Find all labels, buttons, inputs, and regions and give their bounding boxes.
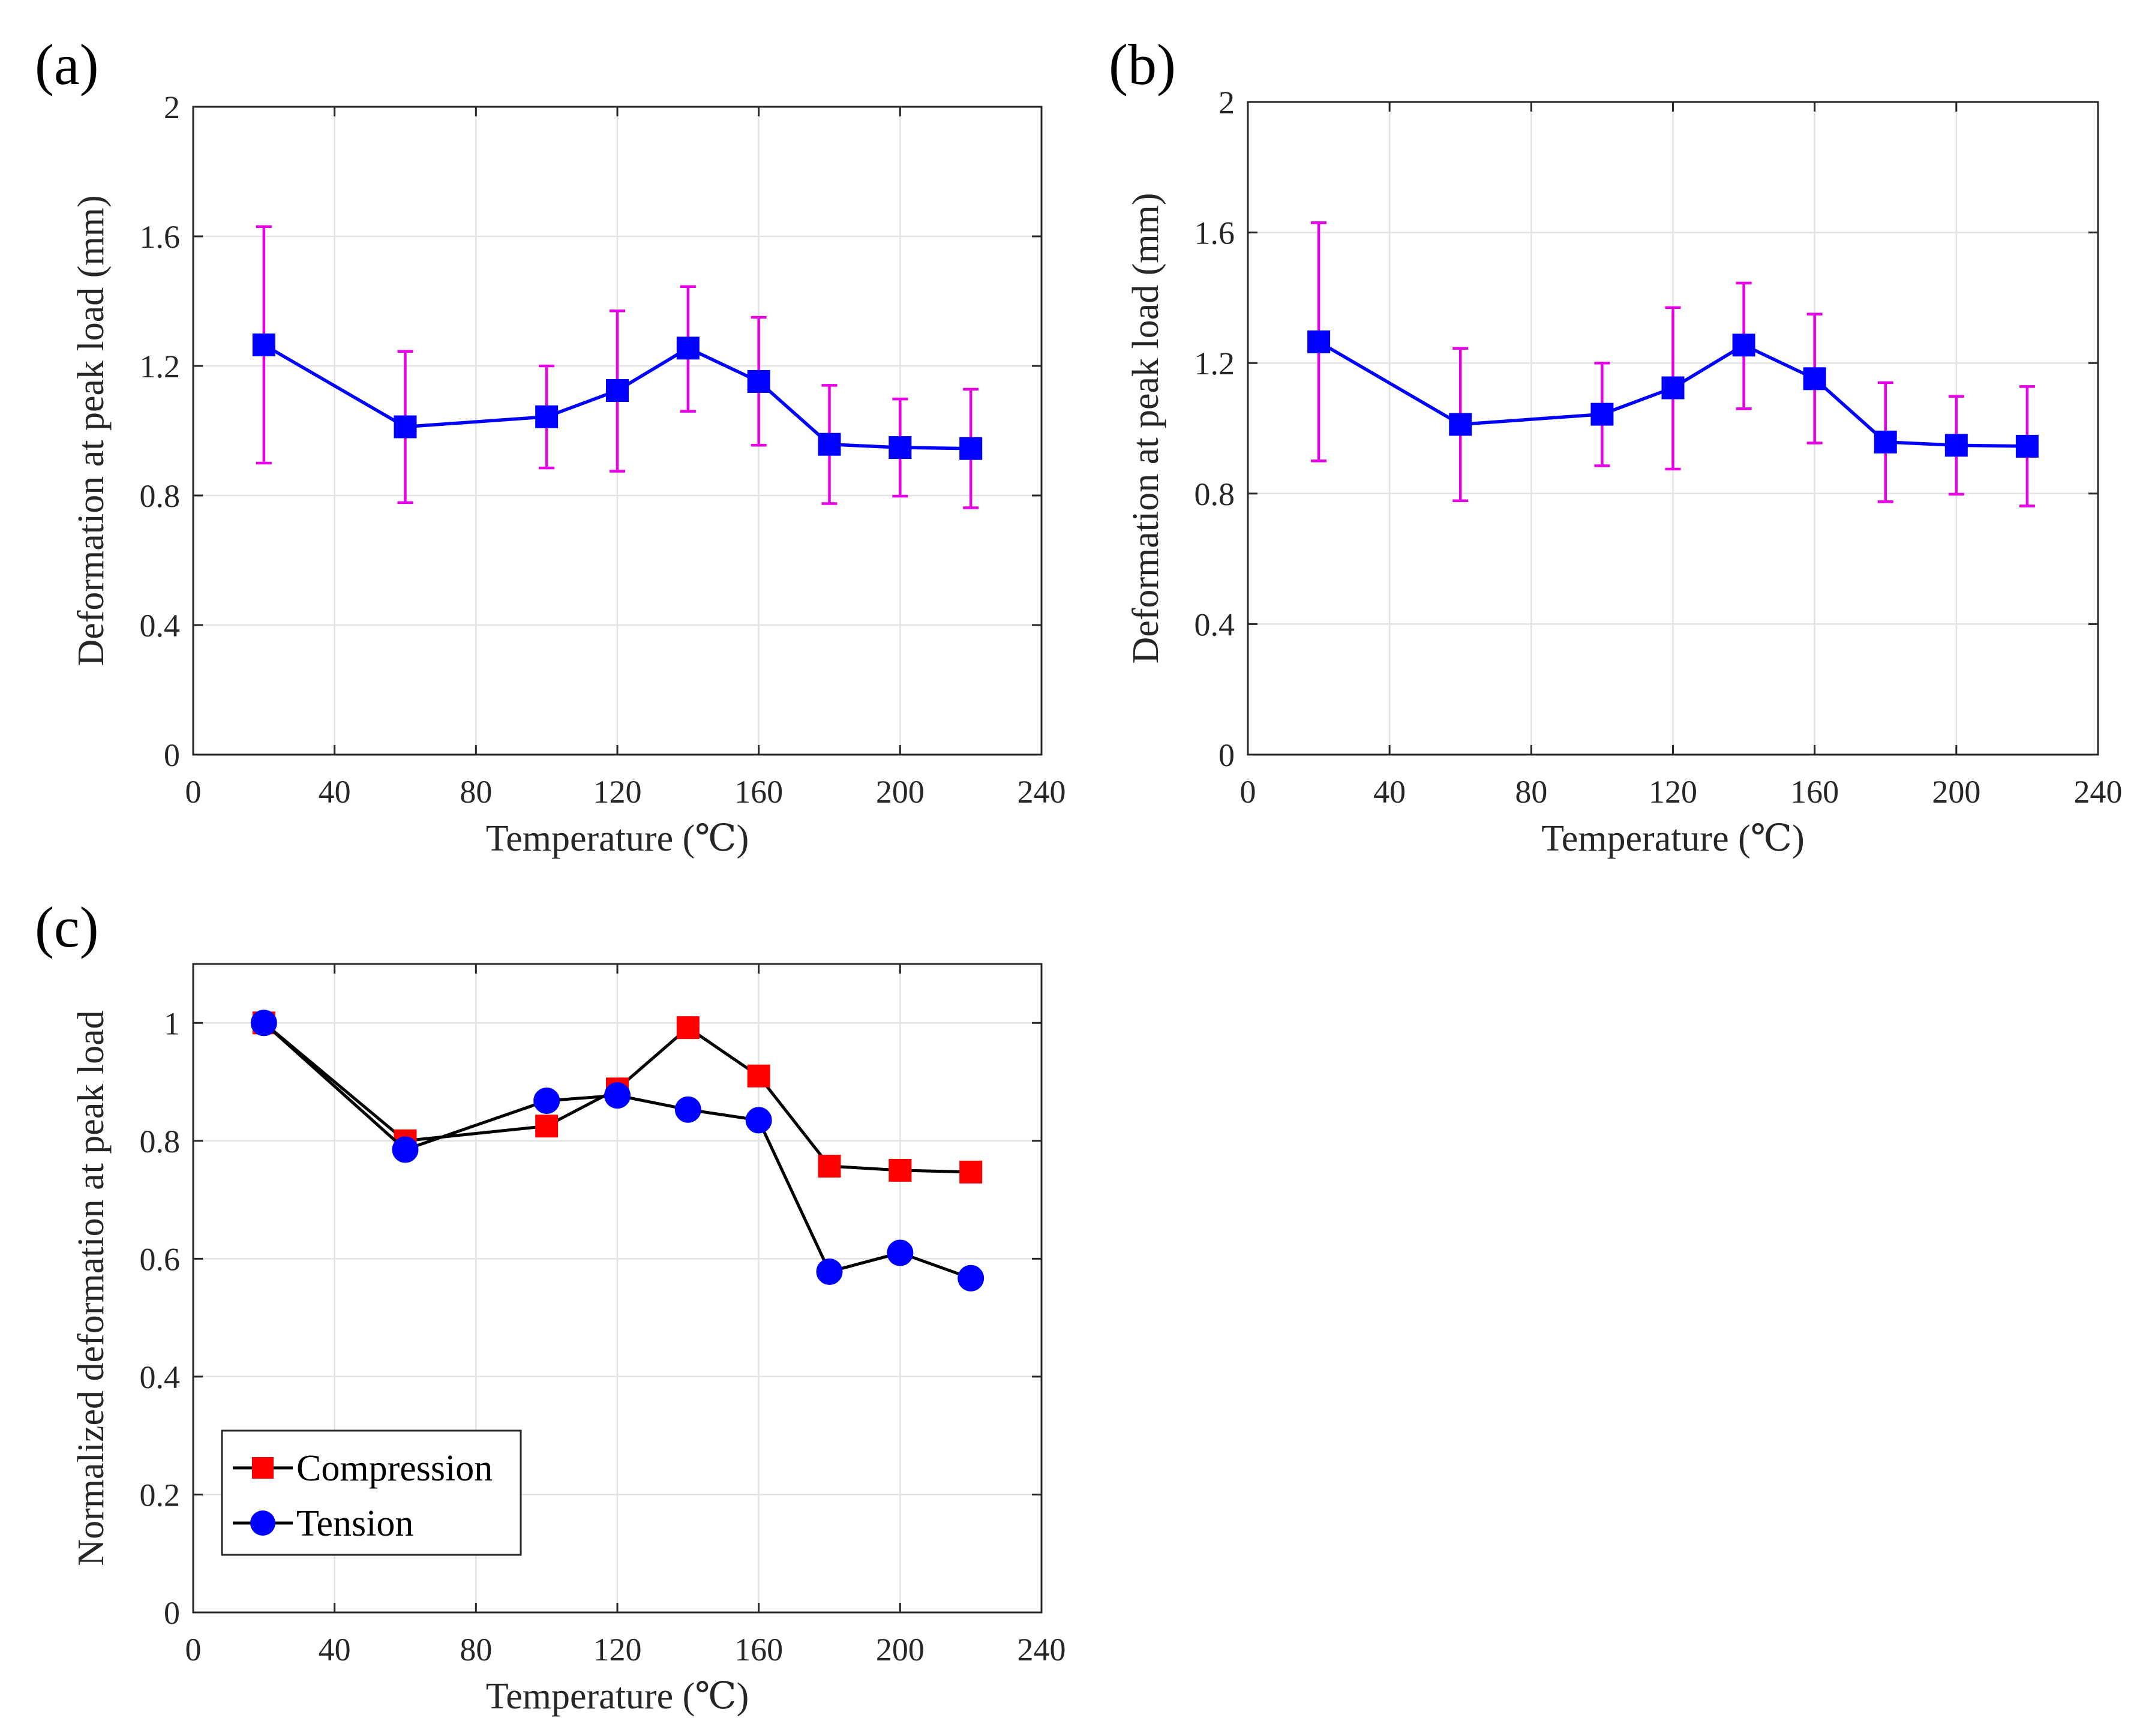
- panel-c: (c) 0 40 80 120 160 200 240 0 0.2 0.4 0.6 0.8 1 Temper…: [35, 895, 1066, 1717]
- x-tick-label: 120: [1649, 774, 1697, 810]
- x-tick-label: 240: [1018, 774, 1066, 810]
- x-tick-label: 200: [876, 774, 925, 810]
- data-point: [392, 1136, 419, 1163]
- y-tick-label: 1.6: [1194, 215, 1235, 251]
- x-tick-label: 80: [460, 1632, 492, 1668]
- y-tick-label: 0: [1218, 737, 1235, 773]
- series-tension: [250, 1010, 985, 1292]
- data-point: [1944, 434, 1968, 457]
- y-tick-label: 0.8: [140, 478, 181, 514]
- y-axis-label: Deformation at peak load (mm): [71, 195, 112, 666]
- x-tick-label: 40: [319, 774, 351, 810]
- data-point: [394, 415, 417, 438]
- x-axis-label: Temperature (℃): [486, 818, 749, 859]
- x-tick-label: 240: [2074, 774, 2123, 810]
- series-deformation: [1307, 221, 2039, 507]
- legend-marker: [250, 1510, 275, 1536]
- data-point: [889, 436, 912, 459]
- y-tick-label: 2: [1218, 85, 1235, 121]
- x-tick-label: 0: [185, 1632, 202, 1668]
- data-point: [747, 370, 770, 393]
- legend: Compression Tension: [221, 1429, 522, 1556]
- data-point: [887, 1239, 914, 1266]
- y-tick-label: 1: [164, 1005, 180, 1041]
- legend-label: Compression: [296, 1448, 493, 1489]
- x-tick-label: 120: [593, 1632, 642, 1668]
- data-point: [2015, 434, 2039, 458]
- x-tick-label: 80: [1515, 774, 1547, 810]
- x-tick-label: 120: [593, 774, 642, 810]
- y-tick-label: 0.8: [1194, 476, 1235, 512]
- data-point: [606, 379, 629, 403]
- legend-marker: [252, 1457, 274, 1479]
- x-tick-label: 160: [734, 774, 783, 810]
- y-tick-label: 0.4: [140, 608, 181, 644]
- panel-label: (a): [35, 32, 99, 97]
- panel-b: (b) 0 40 80 120 160 200 240 0 0.4 0.8 1.2 1.6 2 Temper…: [1109, 32, 2123, 859]
- data-point: [816, 1258, 843, 1285]
- y-axis-label: Deformation at peak load (mm): [1125, 193, 1166, 663]
- x-tick-label: 160: [1790, 774, 1839, 810]
- data-point: [1732, 334, 1755, 357]
- data-point: [1661, 376, 1685, 400]
- data-point: [535, 1115, 559, 1138]
- legend-label: Tension: [296, 1503, 413, 1544]
- data-point: [818, 433, 841, 456]
- y-tick-label: 0: [164, 737, 180, 773]
- y-tick-label: 1.2: [140, 349, 181, 385]
- data-point: [1803, 367, 1826, 391]
- legend-box: [221, 1429, 522, 1556]
- y-axis-label: Normalized deformation at peak load: [71, 1010, 112, 1566]
- data-point: [676, 337, 700, 360]
- x-tick-label: 40: [319, 1632, 351, 1668]
- x-tick-label: 240: [1018, 1632, 1066, 1668]
- data-point: [818, 1155, 841, 1178]
- x-tick-label: 0: [185, 774, 202, 810]
- data-point: [1874, 430, 1897, 453]
- y-tick-label: 2: [164, 89, 180, 125]
- x-tick-label: 0: [1240, 774, 1256, 810]
- data-point: [535, 405, 559, 428]
- y-tick-label: 0.4: [1194, 606, 1235, 642]
- x-tick-label: 80: [460, 774, 492, 810]
- panel-a: (a) 0 40 80 120 160 200 240 0 0.4 0.8 1.2 1.6 2 Temper…: [35, 32, 1066, 859]
- data-point: [747, 1064, 770, 1088]
- data-point: [958, 1265, 985, 1292]
- x-axis-label: Temperature (℃): [486, 1676, 749, 1717]
- panel-label: (c): [35, 895, 99, 959]
- y-tick-label: 0.4: [140, 1359, 181, 1395]
- data-point: [604, 1082, 631, 1109]
- data-point: [676, 1016, 700, 1040]
- panel-label: (b): [1109, 32, 1176, 97]
- data-point: [889, 1158, 912, 1182]
- data-point: [674, 1096, 701, 1123]
- x-tick-label: 160: [734, 1632, 783, 1668]
- x-tick-label: 40: [1373, 774, 1406, 810]
- data-point: [745, 1107, 772, 1134]
- data-point: [1449, 413, 1472, 436]
- series-deformation: [252, 225, 983, 509]
- y-tick-label: 0: [164, 1595, 180, 1631]
- y-tick-label: 0.8: [140, 1124, 181, 1160]
- data-point: [959, 437, 983, 460]
- data-point: [533, 1087, 560, 1114]
- x-axis-label: Temperature (℃): [1541, 818, 1805, 859]
- data-point: [252, 333, 275, 356]
- y-tick-label: 0.6: [140, 1241, 181, 1277]
- y-tick-label: 0.2: [140, 1477, 181, 1513]
- y-tick-label: 1.2: [1194, 346, 1235, 382]
- data-point: [1590, 403, 1614, 426]
- x-tick-label: 200: [1932, 774, 1980, 810]
- data-point: [250, 1010, 277, 1037]
- x-tick-label: 200: [876, 1632, 925, 1668]
- data-point: [959, 1160, 983, 1184]
- data-point: [1307, 330, 1331, 353]
- y-tick-label: 1.6: [140, 219, 181, 255]
